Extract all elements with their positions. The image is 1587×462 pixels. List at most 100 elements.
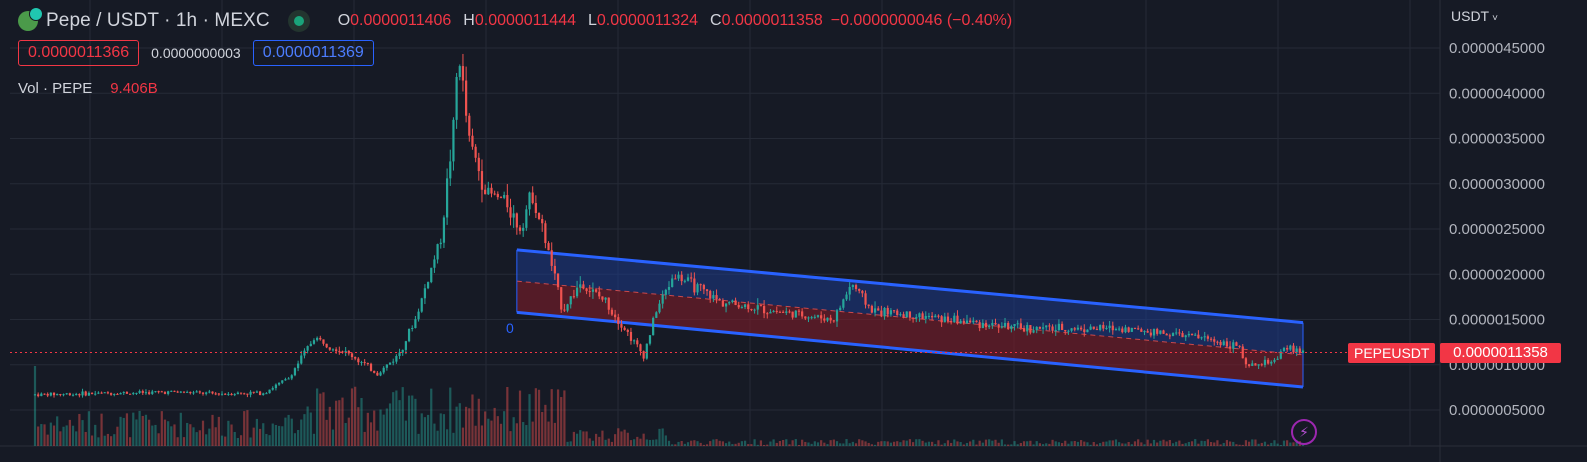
volume-bar [759, 440, 763, 446]
candle-body [493, 193, 496, 195]
candle-body [71, 394, 75, 396]
volume-bars [33, 366, 1305, 446]
volume-bar [417, 433, 420, 446]
volume-bar [354, 386, 357, 446]
volume-bar [214, 427, 217, 446]
volume-bar [658, 428, 661, 446]
candle-body [671, 278, 674, 287]
volume-bar [1032, 444, 1035, 446]
volume-bar [1026, 441, 1029, 446]
volume-bar [78, 413, 81, 446]
candle-body [835, 310, 839, 322]
volume-bar [65, 425, 68, 446]
volume-bar [220, 435, 224, 446]
volume-bar [154, 424, 157, 446]
volume-bar [537, 389, 541, 446]
volume-bar [851, 441, 854, 446]
candle-body [880, 310, 883, 317]
volume-bar [382, 414, 385, 446]
volume-bar [40, 424, 43, 446]
currency-selector[interactable]: USDT ˅ [1451, 8, 1498, 24]
candle-body [981, 322, 984, 329]
volume-bar [972, 439, 975, 446]
candle-body [601, 296, 604, 300]
volume-bar [762, 444, 766, 446]
candle-body [934, 315, 937, 318]
volume-label[interactable]: Vol · PEPE [18, 80, 93, 97]
candle-body [658, 303, 661, 313]
candle-body [148, 392, 151, 394]
volume-bar [620, 431, 623, 446]
volume-bar [1257, 443, 1260, 446]
candle-body [918, 313, 921, 318]
candle-body [182, 391, 186, 393]
volume-bar [940, 444, 943, 446]
candle-body [566, 304, 569, 311]
volume-bar [1083, 441, 1086, 446]
sell-price-button[interactable]: 0.0000011366 [18, 40, 140, 66]
volume-bar [122, 417, 125, 446]
candle-body [721, 300, 724, 307]
open-value: 0.0000011406 [350, 12, 452, 29]
symbol-title[interactable]: Pepe / USDT · 1h · MEXC [46, 10, 270, 31]
candle-body [794, 310, 797, 318]
candle-body [854, 285, 858, 289]
volume-bar [1282, 440, 1286, 446]
volume-bar [525, 425, 528, 446]
volume-bar [1007, 444, 1010, 446]
candle-body [823, 318, 826, 321]
candle-body [509, 207, 512, 218]
candle-body [1095, 328, 1099, 330]
volume-bar [236, 437, 239, 446]
volume-bar [496, 416, 499, 446]
volume-bar [341, 397, 344, 446]
volume-bar [1035, 441, 1038, 446]
volume-bar [683, 443, 686, 446]
volume-bar [1152, 439, 1156, 446]
channel-middle-line [516, 280, 1304, 356]
candle-body [293, 368, 297, 376]
candle-body [718, 298, 721, 301]
price-axis: 0.0000045000 0.0000040000 0.0000035000 0.00… [1449, 40, 1545, 419]
volume-bar [794, 439, 797, 446]
volume-bar [287, 414, 290, 446]
candle-body [350, 353, 354, 358]
candle-body [445, 178, 449, 218]
volume-bar [724, 443, 728, 446]
candle-body [927, 315, 931, 317]
candle-body [255, 391, 259, 393]
lightning-bolt-icon[interactable]: ⚡ [1291, 419, 1317, 445]
volume-bar [702, 444, 705, 446]
volume-bar [201, 420, 205, 446]
candle-body [81, 391, 84, 396]
buy-price-button[interactable]: 0.0000011369 [252, 40, 374, 66]
volume-bar [385, 408, 388, 446]
volume-bar [141, 415, 144, 446]
candle-body [1292, 345, 1295, 353]
volume-bar [119, 416, 122, 446]
volume-bar [1149, 443, 1152, 446]
volume-bar [366, 412, 369, 446]
volume-bar [953, 439, 956, 446]
candle-body [122, 392, 125, 394]
volume-bar [512, 417, 515, 446]
candle-body [915, 317, 918, 319]
candle-body [690, 277, 693, 279]
candle-body [788, 311, 791, 313]
market-status-icon[interactable] [287, 10, 310, 32]
volume-bar [655, 439, 658, 446]
volume-bar [642, 433, 645, 446]
candle-body [991, 323, 994, 326]
candle-body [1064, 329, 1067, 332]
candle-body [677, 274, 680, 279]
candle-body [712, 295, 715, 299]
volume-bar [1187, 441, 1190, 446]
volume-bar [1137, 439, 1140, 446]
candle-body [214, 393, 217, 395]
candle-body [648, 335, 652, 344]
y-tick-label: 0.0000030000 [1449, 176, 1545, 193]
volume-bar [373, 410, 376, 446]
volume-bar [262, 423, 265, 446]
candle-body [195, 391, 198, 393]
